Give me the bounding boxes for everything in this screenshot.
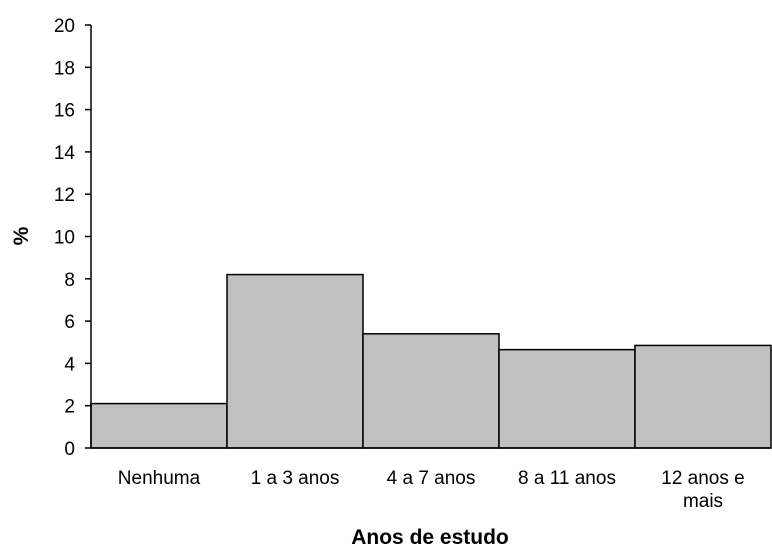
y-tick-label: 4 (64, 354, 75, 375)
bars-group (90, 273, 772, 449)
x-axis-title: Anos de estudo (351, 526, 509, 549)
y-tick-label: 0 (64, 439, 75, 460)
x-tick-label: 12 anos e mais (661, 468, 744, 512)
x-tick-label: 1 a 3 anos (251, 468, 340, 489)
y-tick-label: 18 (54, 58, 75, 79)
y-ticks-group: 0 2 4 6 8 10 12 14 16 18 20 (54, 16, 91, 460)
y-tick-label: 12 (54, 185, 75, 206)
y-tick-label: 14 (54, 143, 76, 164)
y-tick-label: 10 (54, 228, 75, 249)
x-tick-label: 4 a 7 anos (387, 468, 476, 489)
bar-4 (498, 348, 636, 449)
y-axis-title: % (10, 226, 33, 245)
x-tick-labels-group: Nenhuma 1 a 3 anos 4 a 7 anos 8 a 11 anos 12… (118, 468, 745, 512)
bar-2 (226, 273, 364, 449)
x-tick-label: Nenhuma (118, 468, 201, 489)
bar-1 (90, 402, 228, 449)
y-tick-label: 16 (54, 101, 75, 122)
bar-5 (634, 344, 772, 449)
y-tick-label: 8 (64, 270, 75, 291)
bar-3 (362, 333, 500, 449)
y-tick-label: 6 (64, 312, 75, 333)
y-tick-label: 2 (64, 397, 75, 418)
x-tick-label: 8 a 11 anos (518, 468, 616, 489)
y-tick-label: 20 (54, 16, 75, 37)
